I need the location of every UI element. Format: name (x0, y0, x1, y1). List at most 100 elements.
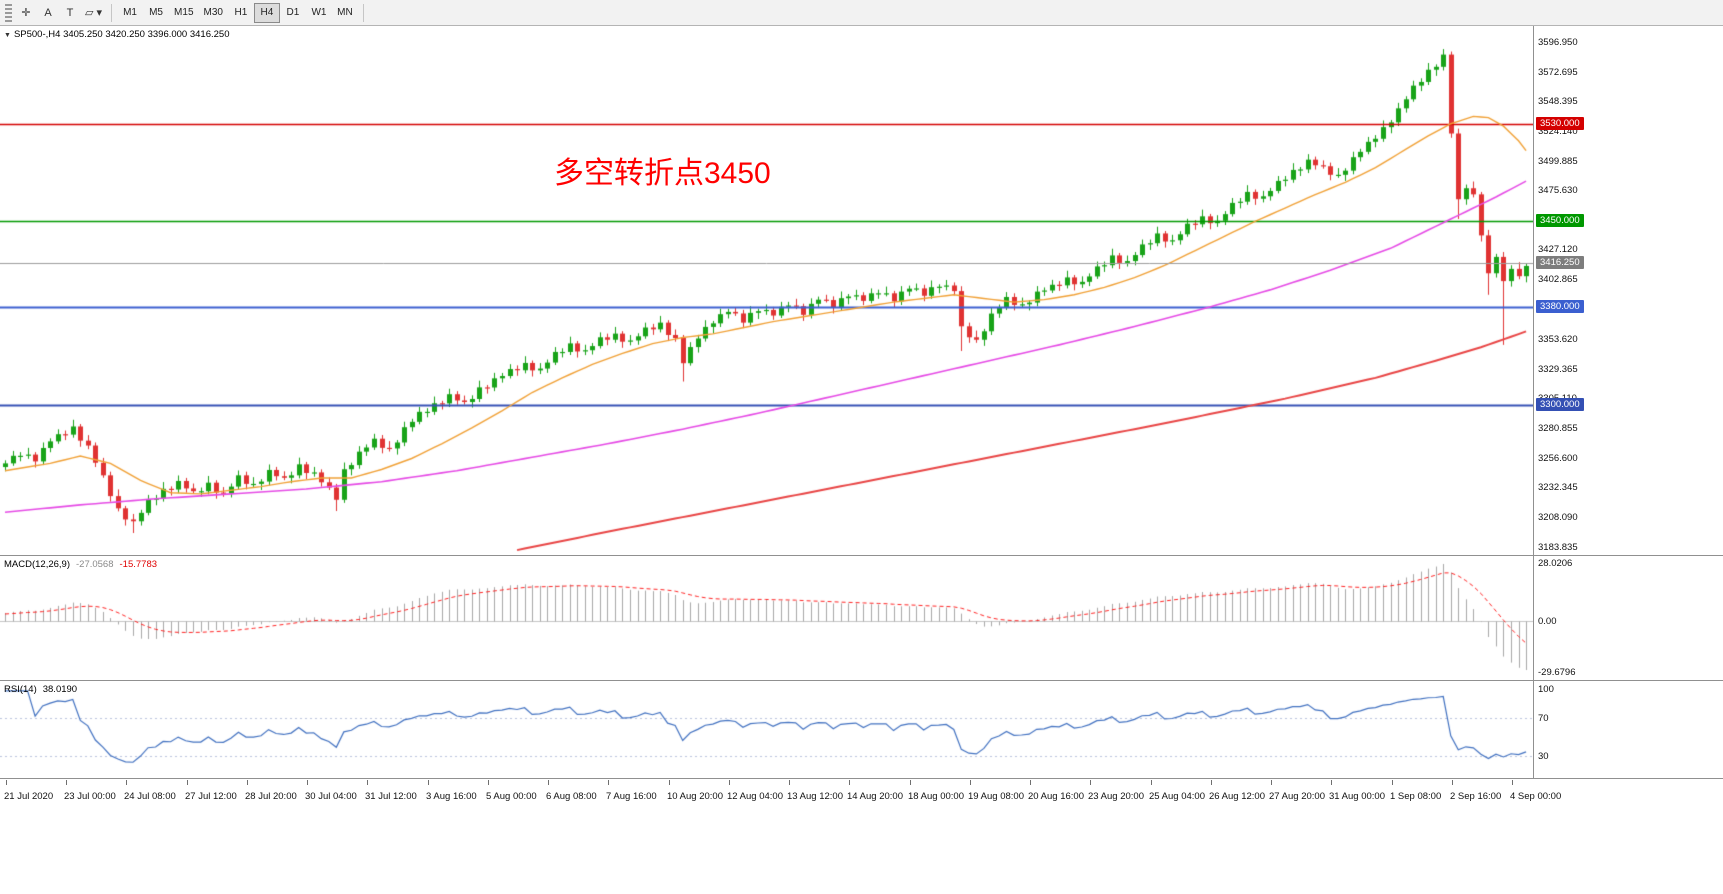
panel-splitter[interactable] (0, 778, 1723, 779)
price-tick: 3208.090 (1538, 512, 1578, 524)
time-tick (1030, 780, 1031, 785)
time-label: 6 Aug 08:00 (546, 791, 597, 802)
time-tick (970, 780, 971, 785)
price-tick: 3256.600 (1538, 452, 1578, 464)
macd-tick: 0.00 (1538, 615, 1557, 627)
time-tick (488, 780, 489, 785)
time-label: 26 Aug 12:00 (1209, 791, 1265, 802)
rsi-tick: 100 (1538, 684, 1554, 695)
toolbar-separator (111, 3, 113, 22)
time-label: 23 Jul 00:00 (64, 791, 116, 802)
shapes-button[interactable]: ▱ ▾ (85, 7, 103, 19)
chart-ohlc-values: 3405.250 3420.250 3396.000 3416.250 (63, 29, 230, 40)
time-tick (428, 780, 429, 785)
time-tick (548, 780, 549, 785)
price-chart-canvas[interactable] (0, 26, 1533, 555)
chart-symbol-timeframe: SP500-,H4 (13, 29, 61, 40)
timeframe-button-d1[interactable]: D1 (286, 7, 300, 18)
rsi-tick: 30 (1538, 751, 1549, 762)
time-tick (187, 780, 188, 785)
time-label: 20 Aug 16:00 (1028, 791, 1084, 802)
rsi-name: RSI(14) (4, 684, 37, 695)
macd-main-value: -27.0568 (76, 559, 114, 570)
rsi-indicator-label: RSI(14) 38.0190 (4, 684, 77, 695)
time-tick (367, 780, 368, 785)
toolbar-separator (362, 3, 364, 22)
time-tick (1331, 780, 1332, 785)
time-tick (1512, 780, 1513, 785)
text-annotation-button[interactable]: A (44, 6, 52, 19)
time-label: 5 Aug 00:00 (486, 791, 537, 802)
macd-axis[interactable]: 28.0206 0.00 -29.6796 (1534, 556, 1723, 680)
time-tick (126, 780, 127, 785)
rsi-value: 38.0190 (42, 684, 78, 695)
time-label: 14 Aug 20:00 (847, 791, 903, 802)
time-label: 23 Aug 20:00 (1088, 791, 1144, 802)
time-tick (1271, 780, 1272, 785)
time-tick (669, 780, 670, 785)
time-label: 28 Jul 20:00 (245, 791, 297, 802)
timeframe-button-m30[interactable]: M30 (203, 7, 223, 18)
timeframe-button-h4[interactable]: H4 (253, 2, 280, 23)
time-label: 4 Sep 00:00 (1510, 791, 1562, 802)
price-tick: 3329.365 (1538, 363, 1578, 375)
time-tick (1392, 780, 1393, 785)
macd-indicator-canvas[interactable] (0, 556, 1533, 680)
timeframe-button-m5[interactable]: M5 (149, 7, 163, 18)
time-label: 1 Sep 08:00 (1390, 791, 1442, 802)
chart-text-annotation[interactable]: 多空转折点3450 (554, 157, 771, 190)
price-tick: 3232.345 (1538, 482, 1578, 494)
toolbar-drag-handle[interactable] (5, 3, 12, 22)
price-axis[interactable]: 3596.950 3572.695 3548.395 3524.140 3499.885… (1534, 26, 1723, 555)
time-label: 7 Aug 16:00 (606, 791, 657, 802)
timeframes-group: M1 M5 M15 M30 H1 H4 D1 W1 MN (117, 2, 358, 23)
time-tick (1090, 780, 1091, 785)
time-label: 27 Jul 12:00 (185, 791, 237, 802)
price-tick: 3524.140 (1538, 125, 1578, 137)
macd-signal-value: -15.7783 (119, 559, 158, 570)
rsi-axis[interactable]: 100 70 30 (1534, 681, 1723, 778)
price-badge-3300.000: 3300.000 (1536, 397, 1584, 411)
timeframe-button-mn[interactable]: MN (337, 7, 353, 18)
time-label: 30 Jul 04:00 (305, 791, 357, 802)
time-tick (6, 780, 7, 785)
timeframe-button-h1[interactable]: H1 (234, 7, 248, 18)
time-label: 24 Jul 08:00 (124, 791, 176, 802)
price-tick: 3427.120 (1538, 244, 1578, 256)
time-axis[interactable]: 21 Jul 2020 23 Jul 00:00 24 Jul 08:00 27 Ju… (0, 779, 1723, 812)
time-label: 18 Aug 00:00 (908, 791, 964, 802)
rsi-tick: 70 (1538, 712, 1549, 724)
macd-tick: 28.0206 (1538, 558, 1573, 569)
chart-collapse-icon[interactable]: ▼ (4, 32, 11, 39)
time-tick (789, 780, 790, 785)
time-tick (247, 780, 248, 785)
time-tick (66, 780, 67, 785)
time-label: 27 Aug 20:00 (1269, 791, 1325, 802)
price-tick: 3183.835 (1538, 541, 1578, 553)
time-label: 12 Aug 04:00 (727, 791, 783, 802)
text-label-button[interactable]: T (66, 6, 74, 19)
price-tick: 3548.395 (1538, 96, 1578, 108)
macd-name: MACD(12,26,9) (4, 559, 70, 570)
crosshair-button[interactable]: ✛ (21, 7, 31, 19)
timeframe-button-w1[interactable]: W1 (311, 7, 327, 18)
timeframe-button-m1[interactable]: M1 (123, 7, 137, 18)
axis-separator (1533, 26, 1534, 812)
price-tick: 3572.695 (1538, 66, 1578, 78)
price-tick: 3499.885 (1538, 155, 1578, 167)
price-badge-3416.250: 3416.250 (1536, 255, 1584, 269)
price-tick: 3475.630 (1538, 185, 1578, 197)
time-tick (608, 780, 609, 785)
panel-splitter[interactable] (0, 680, 1723, 681)
panel-splitter[interactable] (0, 555, 1723, 556)
time-tick (307, 780, 308, 785)
price-tick: 3353.620 (1538, 334, 1578, 346)
price-badge-3450.000: 3450.000 (1536, 214, 1584, 228)
timeframe-button-m15[interactable]: M15 (174, 7, 194, 18)
time-tick (729, 780, 730, 785)
rsi-indicator-canvas[interactable] (0, 681, 1533, 778)
price-tick: 3596.950 (1538, 36, 1578, 48)
price-tick: 3402.865 (1538, 274, 1578, 286)
time-tick (910, 780, 911, 785)
